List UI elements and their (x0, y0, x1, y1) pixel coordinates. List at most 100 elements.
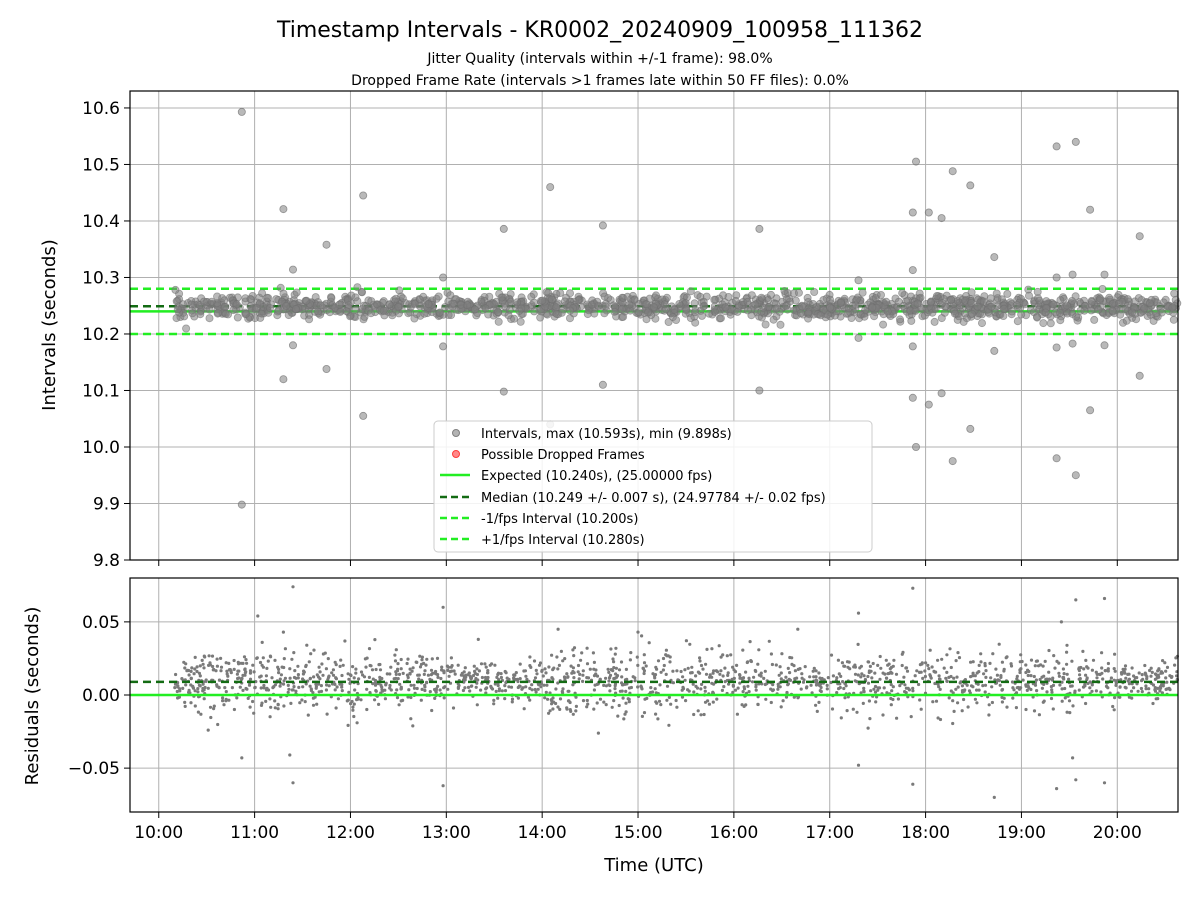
residual-point (1057, 671, 1061, 675)
interval-point (196, 310, 205, 319)
residual-point (439, 676, 443, 681)
residual-point (472, 664, 476, 668)
residual-point (741, 676, 746, 680)
residual-point (967, 689, 972, 693)
residual-point (271, 686, 275, 690)
residual-point (475, 703, 479, 707)
interval-point (1159, 298, 1168, 307)
residual-point (1057, 661, 1061, 665)
residual-point (653, 676, 657, 680)
residual-point (335, 685, 339, 689)
residual-point (989, 676, 993, 680)
residual-point (398, 682, 402, 686)
residual-point (999, 675, 1003, 680)
interval-point (743, 306, 752, 315)
interval-point (767, 290, 776, 299)
residual-point (889, 683, 893, 687)
residual-point (245, 687, 249, 691)
residual-point (729, 653, 733, 657)
residual-point (931, 700, 935, 704)
residual-point (396, 677, 400, 681)
interval-point (634, 308, 643, 317)
residual-point (325, 683, 329, 687)
residual-point (1135, 676, 1139, 680)
residual-point (1081, 685, 1086, 689)
residual-point (1148, 668, 1152, 673)
residual-point (240, 676, 244, 681)
legend-entry-plus-fps: +1/fps Interval (10.280s) (481, 533, 645, 548)
residual-point (1090, 668, 1094, 672)
interval-point (1168, 303, 1177, 312)
interval-point (258, 289, 267, 298)
residual-point (960, 684, 965, 688)
residual-point (919, 707, 923, 711)
residual-point (462, 676, 467, 680)
residual-point (1029, 674, 1033, 678)
interval-point (1134, 294, 1143, 303)
residual-point (496, 671, 501, 675)
residual-point (1024, 707, 1028, 712)
residual-point (190, 666, 194, 670)
residual-point (409, 683, 413, 687)
residual-point (1067, 677, 1071, 681)
interval-point (404, 309, 413, 318)
interval-point (448, 299, 457, 308)
residual-point (255, 656, 259, 661)
residual-point (1111, 704, 1115, 709)
residual-point (198, 664, 202, 668)
residual-point (640, 714, 645, 719)
residual-point (228, 668, 232, 672)
residual-point (1106, 669, 1110, 673)
residual-point (983, 683, 988, 687)
residual-point (219, 665, 224, 669)
residual-point (204, 679, 208, 684)
residual-point (790, 656, 794, 660)
residual-point (613, 687, 617, 691)
residual-point (671, 681, 676, 685)
residual-point (1010, 680, 1015, 684)
residual-point (839, 716, 843, 720)
residual-point (1126, 679, 1130, 683)
residual-point (814, 675, 818, 679)
residual-point (561, 687, 565, 691)
residual-point (1017, 687, 1022, 691)
residual-point (991, 652, 995, 656)
interval-point (552, 303, 561, 312)
residual-point (533, 687, 537, 692)
residual-point (317, 682, 321, 686)
residual-point (576, 663, 581, 668)
interval-outlier-point (924, 400, 933, 409)
residual-point (585, 662, 590, 666)
residual-point (315, 702, 319, 706)
residual-point (856, 673, 860, 677)
residual-point (214, 669, 218, 673)
residual-point (572, 676, 576, 680)
residual-point (636, 663, 640, 668)
residual-point (551, 696, 555, 700)
residual-point (464, 673, 468, 677)
residual-point (1035, 689, 1039, 693)
residual-point (945, 670, 949, 675)
residual-point (258, 675, 262, 679)
residual-point (504, 681, 508, 685)
residual-point (206, 728, 210, 732)
residual-point (1024, 683, 1028, 687)
residual-point (998, 683, 1002, 687)
residual-point (1078, 673, 1082, 677)
residual-point (258, 660, 263, 665)
interval-point (691, 308, 700, 317)
residual-point (983, 661, 987, 666)
interval-point (494, 317, 503, 326)
residual-point (900, 663, 904, 668)
interval-point (1094, 305, 1103, 314)
residual-point (212, 707, 216, 711)
residual-point (388, 683, 392, 688)
residual-point (689, 671, 693, 675)
residual-point (779, 677, 783, 681)
residual-point (1065, 672, 1069, 676)
residual-point (836, 658, 841, 662)
x-axis-label: Time (UTC) (603, 855, 704, 876)
residual-point (1127, 682, 1131, 686)
interval-point (1042, 297, 1051, 306)
residual-point (195, 669, 199, 674)
